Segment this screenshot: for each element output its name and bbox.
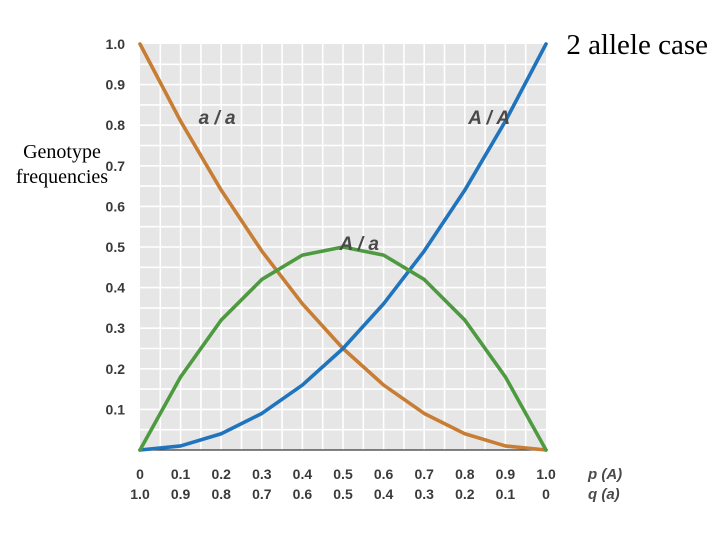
x-tick-label-q: 0.2 bbox=[455, 486, 475, 502]
x-tick-label-p: 0.5 bbox=[333, 466, 353, 482]
x-tick-label-p: 0 bbox=[136, 466, 144, 482]
y-tick-labels: 0.1 0.2 0.3 0.4 0.5 0.6 0.7 0.8 0.9 1.0 bbox=[106, 36, 126, 417]
y-tick-label: 0.8 bbox=[106, 117, 126, 133]
x-tick-label-q: 0.9 bbox=[171, 486, 191, 502]
y-tick-label: 1.0 bbox=[106, 36, 126, 52]
x-axis-label-p: p (A) bbox=[587, 466, 622, 483]
y-tick-label: 0.2 bbox=[106, 361, 126, 377]
series-lines bbox=[138, 42, 548, 452]
y-tick-label: 0.5 bbox=[106, 239, 126, 255]
curve-labels: a / a A / A A / a bbox=[199, 108, 510, 255]
x-tick-label-q: 0.3 bbox=[414, 486, 434, 502]
curve-label: a / a bbox=[199, 108, 236, 129]
y-tick-label: 0.7 bbox=[106, 158, 126, 174]
x-tick-label-q: 0.5 bbox=[333, 486, 353, 502]
x-tick-label-p: 0.7 bbox=[414, 466, 434, 482]
x-tick-label-p: 0.6 bbox=[374, 466, 394, 482]
x-tick-label-p: 0.2 bbox=[211, 466, 231, 482]
y-tick-label: 0.1 bbox=[106, 401, 126, 417]
x-tick-labels-p: 0 0.1 0.2 0.3 0.4 0.5 0.6 0.7 0.8 0.9 1.0 bbox=[136, 466, 556, 482]
curve-label: A / a bbox=[339, 234, 380, 255]
slide-title: 2 allele case bbox=[564, 28, 710, 62]
x-tick-label-q: 1.0 bbox=[130, 486, 150, 502]
curve-label: A / A bbox=[467, 108, 510, 129]
x-tick-label-q: 0.7 bbox=[252, 486, 272, 502]
y-axis-label-line-2: frequencies bbox=[15, 166, 109, 188]
x-tick-label-p: 1.0 bbox=[536, 466, 556, 482]
x-tick-label-p: 0.1 bbox=[171, 466, 191, 482]
y-tick-label: 0.3 bbox=[106, 320, 126, 336]
x-tick-label-p: 0.4 bbox=[293, 466, 313, 482]
y-tick-label: 0.6 bbox=[106, 198, 126, 214]
x-tick-label-q: 0.4 bbox=[374, 486, 394, 502]
x-tick-label-q: 0.6 bbox=[293, 486, 313, 502]
y-axis-label-line-1: Genotype bbox=[23, 141, 101, 163]
x-tick-label-p: 0.8 bbox=[455, 466, 475, 482]
x-tick-label-q: 0.8 bbox=[211, 486, 231, 502]
y-tick-label: 0.4 bbox=[106, 280, 126, 296]
horizontal-gridlines bbox=[140, 63, 546, 431]
x-tick-label-q: 0 bbox=[542, 486, 550, 502]
x-tick-label-p: 0.9 bbox=[496, 466, 516, 482]
x-tick-labels-q: 1.0 0.9 0.8 0.7 0.6 0.5 0.4 0.3 0.2 0.1 0 bbox=[130, 486, 550, 502]
y-axis-label: Genotype frequencies bbox=[4, 140, 120, 190]
x-axis-label-q: q (a) bbox=[588, 486, 620, 503]
x-tick-label-q: 0.1 bbox=[496, 486, 516, 502]
y-tick-label: 0.9 bbox=[106, 77, 126, 93]
x-tick-label-p: 0.3 bbox=[252, 466, 272, 482]
